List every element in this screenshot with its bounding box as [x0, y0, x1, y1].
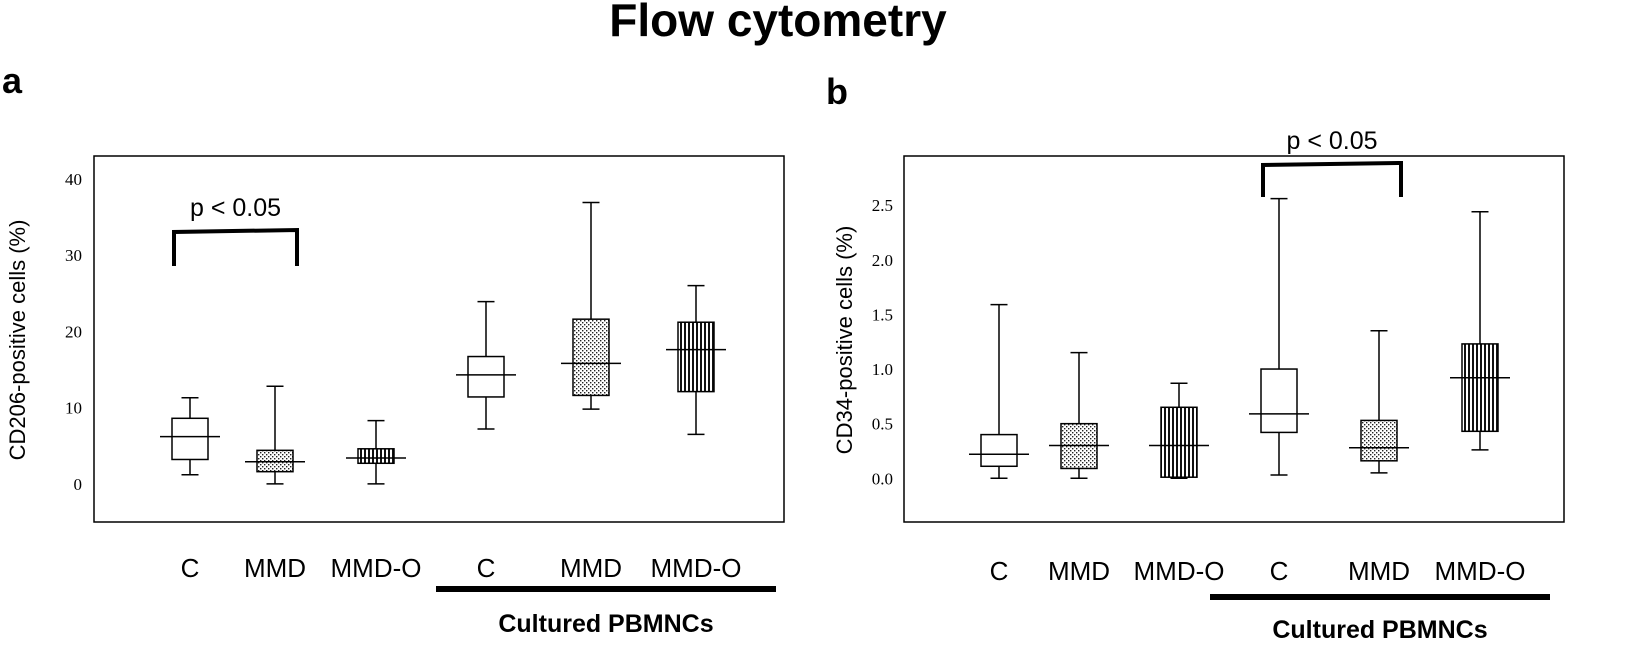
significance-bracket-line-a [172, 227, 299, 266]
iqr-box [357, 448, 395, 465]
category-label-b: MMD-O [1435, 556, 1526, 586]
group-label-a: Cultured PBMNCs [498, 610, 713, 638]
box-plot-b-4 [1249, 197, 1309, 476]
iqr-box [1260, 368, 1298, 434]
category-label-a: MMD [560, 553, 622, 583]
y-tick-label-a: 10 [65, 399, 82, 418]
box-plot-a-3 [346, 419, 406, 485]
iqr-box [677, 321, 715, 393]
box-plot-a-6 [666, 284, 726, 436]
category-label-b: MMD-O [1134, 556, 1225, 586]
y-tick-label-b: 2.5 [872, 196, 893, 215]
category-label-b: MMD [1348, 556, 1410, 586]
significance-bracket-line-b [1261, 160, 1403, 197]
category-label-a: C [477, 553, 496, 583]
figure-title: Flow cytometry [609, 0, 947, 46]
box-series-a [160, 201, 726, 485]
y-tick-label-b: 0.0 [872, 469, 893, 488]
y-axis-label-a: CD206-positive cells (%) [5, 220, 30, 461]
y-tick-label-b: 1.0 [872, 360, 893, 379]
chart-panel-a: a 0 10 20 30 40 CD206-positive cells (%)… [2, 60, 785, 638]
y-tick-label-b: 0.5 [872, 415, 893, 434]
significance-label-b: p < 0.05 [1286, 127, 1377, 155]
panel-label-a: a [2, 60, 23, 101]
box-plot-b-1 [969, 303, 1029, 480]
y-axis-ticks-b: 0.0 0.5 1.0 1.5 2.0 2.5 [872, 196, 893, 488]
box-plot-b-5 [1349, 330, 1409, 474]
category-label-a: MMD-O [651, 553, 742, 583]
box-plot-b-2 [1049, 351, 1109, 480]
iqr-box [1360, 419, 1398, 462]
category-labels-a: C MMD MMD-O C MMD MMD-O [181, 553, 742, 583]
category-label-b: C [990, 556, 1009, 586]
y-tick-label-a: 20 [65, 322, 82, 341]
category-label-b: C [1270, 556, 1289, 586]
iqr-box [572, 318, 610, 397]
plot-frame-a [93, 155, 785, 523]
significance-bracket-b: p < 0.05 [1261, 127, 1403, 197]
iqr-box [171, 417, 209, 461]
plot-frame-b [903, 155, 1565, 523]
box-series-b [969, 197, 1510, 480]
y-axis-ticks-a: 0 10 20 30 40 [65, 170, 82, 494]
iqr-box [467, 355, 505, 398]
category-label-b: MMD [1048, 556, 1110, 586]
significance-bracket-a: p < 0.05 [172, 194, 299, 266]
y-axis-label-b: CD34-positive cells (%) [832, 226, 857, 455]
iqr-box [980, 433, 1018, 468]
box-plot-b-6 [1450, 210, 1510, 451]
significance-label-a: p < 0.05 [190, 194, 281, 222]
category-label-a: MMD-O [331, 553, 422, 583]
panel-label-b: b [826, 71, 848, 112]
y-tick-label-a: 0 [74, 475, 83, 494]
box-plot-a-1 [160, 396, 220, 476]
y-tick-label-b: 1.5 [872, 305, 893, 324]
category-label-a: MMD [244, 553, 306, 583]
box-plot-a-5 [561, 201, 621, 410]
chart-panel-b: b 0.0 0.5 1.0 1.5 2.0 2.5 CD34-positive … [826, 71, 1565, 644]
group-label-b: Cultured PBMNCs [1272, 616, 1487, 644]
iqr-box [1461, 343, 1499, 433]
iqr-box [256, 449, 294, 473]
category-labels-b: C MMD MMD-O C MMD MMD-O [990, 556, 1526, 586]
y-tick-label-a: 30 [65, 246, 82, 265]
iqr-box [1160, 406, 1198, 478]
y-tick-label-a: 40 [65, 170, 82, 189]
y-tick-label-b: 2.0 [872, 251, 893, 270]
box-plot-a-4 [456, 300, 516, 430]
category-label-a: C [181, 553, 200, 583]
box-plot-b-3 [1149, 382, 1209, 480]
box-plot-a-2 [245, 385, 305, 485]
